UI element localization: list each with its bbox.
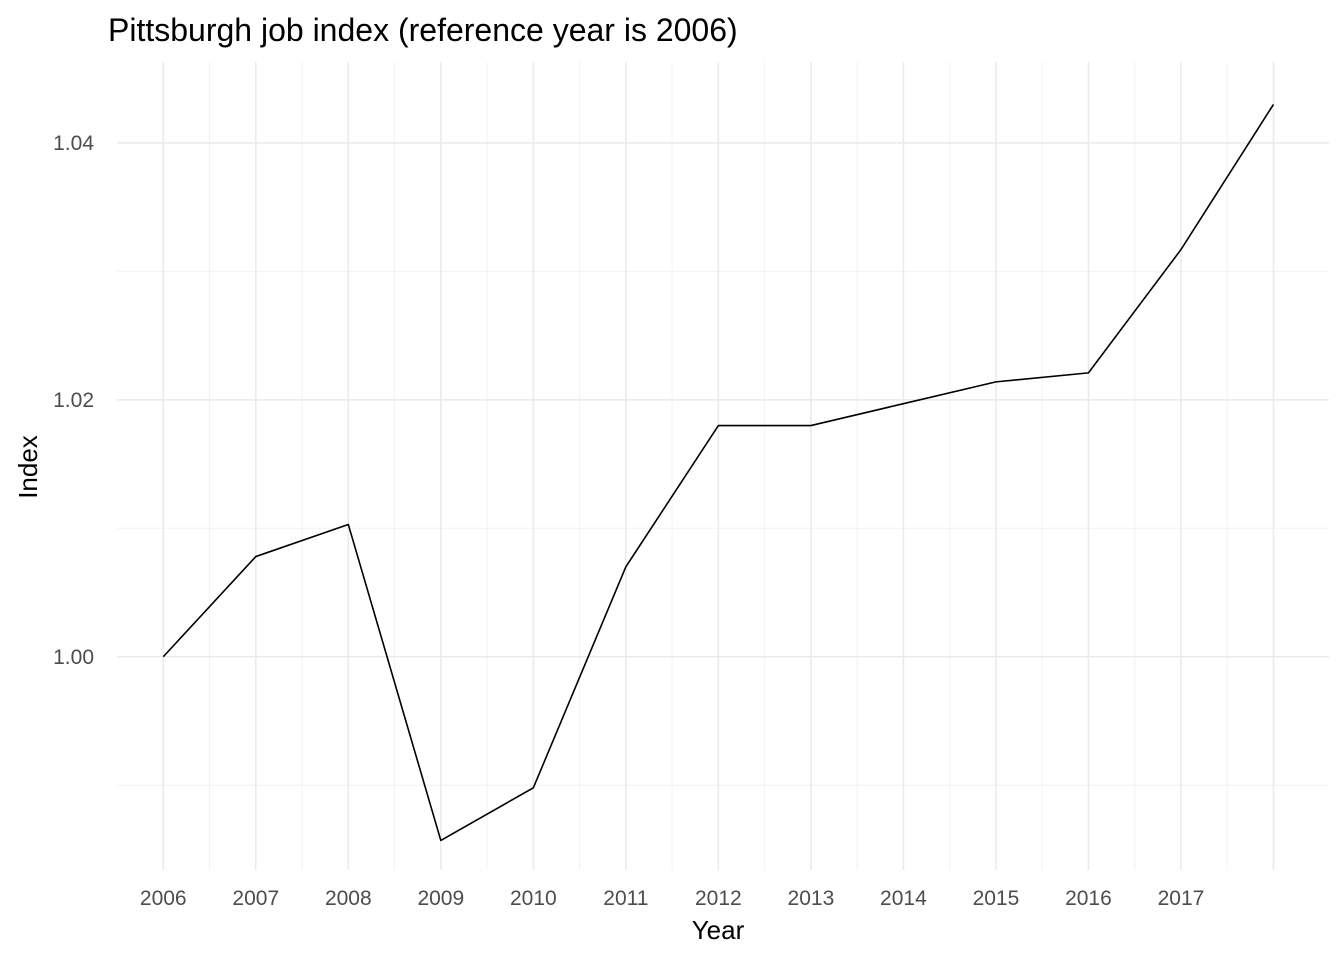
series-layer bbox=[162, 103, 1275, 842]
x-tick-label: 2009 bbox=[417, 887, 464, 910]
x-tick-label: 2013 bbox=[788, 887, 835, 910]
x-tick-label: 2011 bbox=[603, 887, 648, 910]
x-axis-title: Year bbox=[692, 915, 745, 945]
minor-gridlines bbox=[117, 62, 1329, 870]
x-tick-label: 2006 bbox=[140, 887, 187, 910]
x-tick-label: 2008 bbox=[325, 887, 372, 910]
chart-title: Pittsburgh job index (reference year is … bbox=[108, 12, 738, 48]
x-tick-label: 2007 bbox=[232, 887, 279, 910]
series-line bbox=[162, 103, 1275, 842]
x-tick-label: 2017 bbox=[1158, 887, 1205, 910]
x-tick-label: 2010 bbox=[510, 887, 557, 910]
x-axis-ticks: 2006 2007 2008 2009 2010 2011 2012 2013 2014 2015… bbox=[140, 887, 1204, 910]
x-tick-label: 2012 bbox=[695, 887, 742, 910]
y-tick-label: 1.00 bbox=[53, 646, 94, 669]
major-gridlines bbox=[117, 62, 1329, 870]
y-tick-label: 1.02 bbox=[53, 389, 94, 412]
y-axis-ticks: 1.00 1.02 1.04 bbox=[53, 132, 94, 669]
x-tick-label: 2016 bbox=[1065, 887, 1112, 910]
x-tick-label: 2014 bbox=[880, 887, 927, 910]
y-tick-label: 1.04 bbox=[53, 132, 94, 155]
x-tick-label: 2015 bbox=[973, 887, 1020, 910]
y-axis-title: Index bbox=[13, 435, 43, 499]
